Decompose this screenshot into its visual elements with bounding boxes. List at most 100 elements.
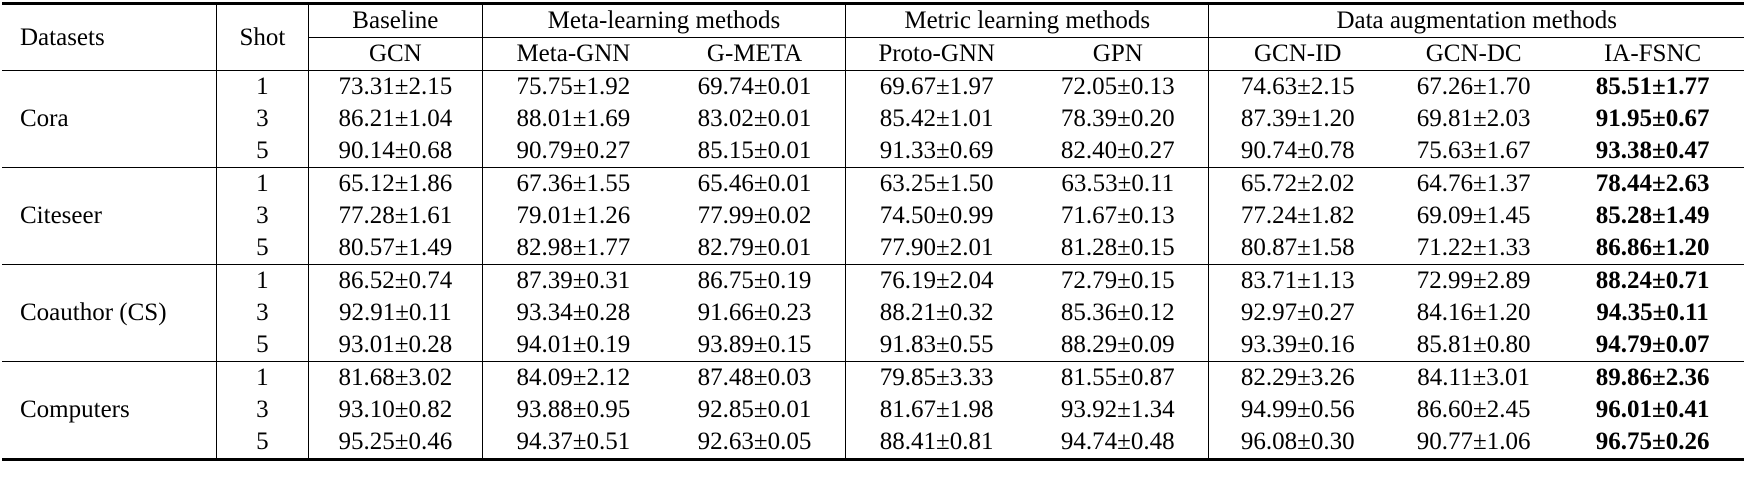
result-cell: 76.19±2.04 [845, 264, 1028, 297]
results-table: Datasets Shot Baseline Meta-learning met… [2, 2, 1744, 461]
result-cell: 65.72±2.02 [1208, 167, 1387, 200]
result-cell: 81.68±3.02 [308, 361, 483, 394]
result-cell: 92.91±0.11 [308, 297, 483, 329]
group-header-baseline: Baseline [308, 2, 483, 38]
datasets-header: Datasets [2, 2, 217, 71]
method-header: G-META [663, 37, 847, 71]
result-cell: 91.83±0.55 [879, 331, 994, 358]
result-cell: 80.57±1.49 [308, 232, 483, 265]
result-cell: 69.67±1.97 [879, 73, 994, 100]
result-cell: 83.02±0.01 [663, 103, 847, 135]
result-cell: 93.89±0.15 [663, 329, 847, 362]
shot-cell: 5 [216, 329, 309, 362]
result-cell: 81.55±0.87 [1027, 361, 1210, 394]
result-cell: 69.81±2.03 [1416, 105, 1531, 132]
result-cell: 79.01±1.26 [516, 202, 631, 229]
result-cell: 94.01±0.19 [516, 331, 631, 358]
header-row-methods: GCN Meta-GNN G-META Proto-GNN GPN GCN-ID… [2, 37, 1744, 71]
result-cell: 88.01±1.69 [516, 105, 631, 132]
result-cell: 94.99±0.56 [1240, 396, 1355, 423]
dataset-name-cell: Computers [2, 361, 217, 461]
best-result-cell: 85.28±1.49 [1595, 202, 1710, 229]
result-cell: 86.75±0.19 [663, 264, 847, 297]
result-cell: 94.74±0.48 [1027, 426, 1210, 461]
shot-header: Shot [216, 2, 309, 71]
table-row: 5 80.57±1.49 82.98±1.77 82.79±0.01 77.90±2.0… [2, 232, 1744, 265]
result-cell: 84.09±2.12 [482, 361, 664, 394]
result-cell: 85.36±0.12 [1027, 297, 1210, 329]
result-cell: 69.74±0.01 [663, 70, 847, 103]
best-result-cell: 91.95±0.67 [1595, 105, 1710, 132]
result-cell: 87.39±0.31 [482, 264, 664, 297]
result-cell: 86.21±1.04 [308, 103, 483, 135]
result-cell: 67.36±1.55 [482, 167, 664, 200]
result-cell: 90.79±0.27 [516, 137, 631, 164]
result-cell: 93.34±0.28 [516, 299, 631, 326]
result-cell: 72.99±2.89 [1386, 264, 1562, 297]
table-body: Cora 1 73.31±2.15 75.75±1.92 69.74±0.01 69.67… [2, 70, 1744, 461]
result-cell: 82.79±0.01 [663, 232, 847, 265]
best-result-cell: 96.01±0.41 [1595, 396, 1710, 423]
result-cell: 63.25±1.50 [845, 167, 1028, 200]
shot-cell: 1 [216, 70, 309, 103]
best-result-cell: 94.35±0.11 [1596, 299, 1709, 326]
best-result-cell: 94.79±0.07 [1595, 331, 1710, 358]
result-cell: 83.71±1.13 [1208, 264, 1387, 297]
result-cell: 88.29±0.09 [1027, 329, 1210, 362]
result-cell: 67.26±1.70 [1416, 73, 1531, 100]
result-cell: 72.79±0.15 [1027, 264, 1210, 297]
method-header: GCN-ID [1208, 37, 1387, 71]
table-row: 5 95.25±0.46 94.37±0.51 92.63±0.05 88.41±0.8… [2, 426, 1744, 461]
result-cell: 93.01±0.28 [308, 329, 483, 362]
shot-cell: 3 [216, 103, 309, 135]
result-cell: 82.98±1.77 [516, 234, 631, 261]
table-row: 5 93.01±0.28 94.01±0.19 93.89±0.15 91.83±0.5… [2, 329, 1744, 362]
result-cell: 71.67±0.13 [1027, 200, 1210, 232]
table-row: 3 77.28±1.61 79.01±1.26 77.99±0.02 74.50±0.9… [2, 200, 1744, 232]
best-result-cell: 88.24±0.71 [1561, 264, 1744, 297]
result-cell: 90.74±0.78 [1240, 137, 1355, 164]
result-cell: 75.75±1.92 [516, 73, 631, 100]
header-row-groups: Datasets Shot Baseline Meta-learning met… [2, 2, 1744, 71]
table-row: Cora 1 73.31±2.15 75.75±1.92 69.74±0.01 69.67… [2, 70, 1744, 168]
method-header: Meta-GNN [482, 37, 664, 71]
result-cell: 92.85±0.01 [663, 394, 847, 426]
result-cell: 77.28±1.61 [308, 200, 483, 232]
result-cell: 73.31±2.15 [308, 70, 483, 103]
result-cell: 75.63±1.67 [1416, 137, 1531, 164]
results-table-container: Datasets Shot Baseline Meta-learning met… [2, 2, 1744, 461]
result-cell: 80.87±1.58 [1240, 234, 1355, 261]
result-cell: 77.24±1.82 [1240, 202, 1355, 229]
result-cell: 69.09±1.45 [1416, 202, 1531, 229]
shot-cell: 3 [216, 394, 309, 426]
result-cell: 81.67±1.98 [879, 396, 994, 423]
shot-cell: 1 [216, 264, 309, 297]
group-header-meta-learning: Meta-learning methods [482, 2, 847, 38]
result-cell: 85.81±0.80 [1416, 331, 1531, 358]
result-cell: 74.50±0.99 [879, 202, 994, 229]
result-cell: 93.88±0.95 [516, 396, 631, 423]
table-row: 3 92.91±0.11 93.34±0.28 91.66±0.23 88.21±0.3… [2, 297, 1744, 329]
result-cell: 88.21±0.32 [879, 299, 994, 326]
result-cell: 86.60±2.45 [1416, 396, 1531, 423]
result-cell: 87.39±1.20 [1240, 105, 1355, 132]
result-cell: 90.14±0.68 [308, 135, 483, 168]
result-cell: 92.63±0.05 [663, 426, 847, 461]
result-cell: 86.52±0.74 [308, 264, 483, 297]
dataset-name-cell: Cora [2, 70, 217, 168]
result-cell: 65.12±1.86 [308, 167, 483, 200]
result-cell: 65.46±0.01 [663, 167, 847, 200]
shot-cell: 5 [216, 135, 309, 168]
table-row: 3 86.21±1.04 88.01±1.69 83.02±0.01 85.42±1.0… [2, 103, 1744, 135]
result-cell: 88.41±0.81 [845, 426, 1028, 461]
shot-cell: 3 [216, 200, 309, 232]
result-cell: 93.92±1.34 [1027, 394, 1210, 426]
result-cell: 78.39±0.20 [1027, 103, 1210, 135]
result-cell: 92.97±0.27 [1240, 299, 1355, 326]
result-cell: 96.08±0.30 [1208, 426, 1387, 461]
result-cell: 74.63±2.15 [1240, 73, 1355, 100]
method-header: GPN [1027, 37, 1210, 71]
table-row: Citeseer 1 65.12±1.86 67.36±1.55 65.46±0.01 6… [2, 167, 1744, 265]
dataset-name-cell: Citeseer [2, 167, 217, 265]
best-result-cell: 89.86±2.36 [1561, 361, 1744, 394]
